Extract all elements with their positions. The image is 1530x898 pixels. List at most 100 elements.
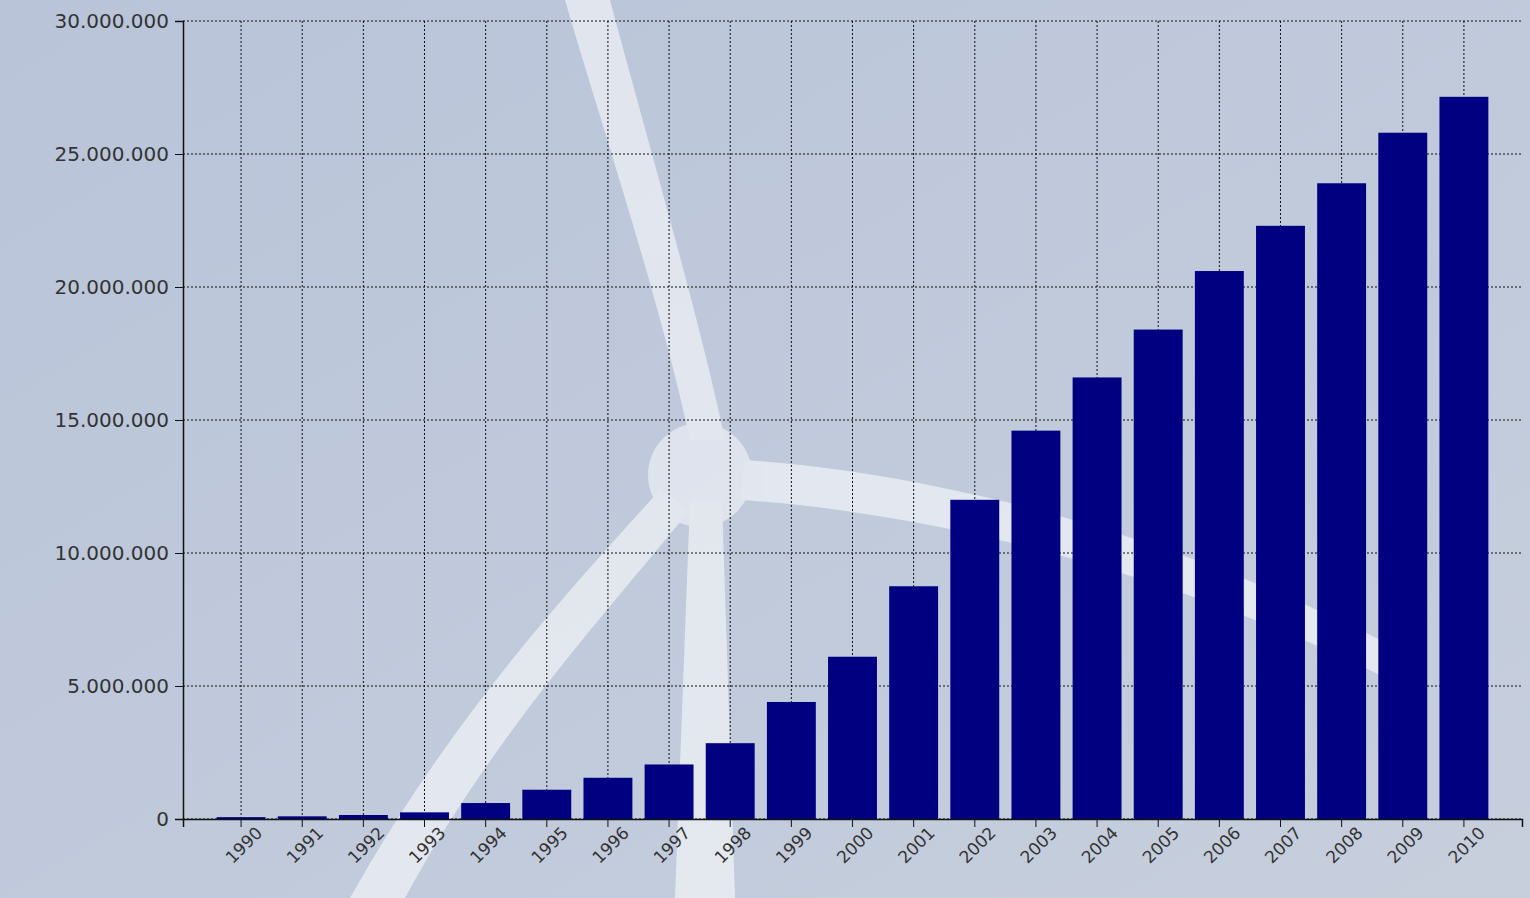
tick-mark	[1097, 819, 1098, 827]
tick: 1990	[221, 819, 266, 867]
tick-label: 1998	[711, 823, 756, 868]
plot: 0 5.000.000 10.000.000 15.000.000 20.000.000…	[54, 9, 1522, 868]
tick-label: 2006	[1200, 823, 1245, 868]
tick-mark	[241, 819, 242, 827]
tick-label: 2000	[833, 823, 878, 868]
axis-line	[175, 22, 184, 820]
bar	[339, 815, 388, 819]
bar	[1317, 183, 1366, 819]
bar	[1378, 133, 1427, 819]
tick-label: 2004	[1077, 823, 1122, 868]
tick-label: 1999	[772, 823, 817, 868]
tick: 2005	[1139, 819, 1184, 867]
tick: 10.000.000	[54, 541, 183, 565]
grid-line	[669, 21, 670, 819]
tick: 2003	[1016, 819, 1061, 867]
tick-mark	[485, 819, 486, 827]
tick-mark	[913, 819, 914, 827]
tick-label: 1996	[588, 823, 633, 868]
bar	[400, 812, 449, 819]
x-axis: 1990 1991 1992 1993 1994 1995 1996 1997 1998 1999…	[184, 819, 1523, 867]
tick: 1997	[649, 819, 694, 867]
tick-mark	[363, 819, 364, 827]
tick-label: 2010	[1444, 823, 1489, 868]
tick-label: 2005	[1139, 823, 1184, 868]
tick-label: 1993	[405, 823, 450, 868]
tick: 15.000.000	[54, 408, 183, 432]
tick: 2007	[1261, 819, 1306, 867]
tick: 1998	[711, 819, 756, 867]
background	[0, 0, 1530, 898]
tick-mark	[1035, 819, 1036, 827]
tick-label: 5.000.000	[67, 674, 169, 698]
tick: 1992	[344, 819, 389, 867]
turbine-decoration	[350, 0, 1400, 898]
tick-mark	[424, 819, 425, 827]
tick-label: 2003	[1016, 823, 1061, 868]
turbine-hub	[648, 423, 752, 527]
tick: 2010	[1444, 819, 1489, 867]
bar	[889, 586, 938, 819]
tick: 2009	[1383, 819, 1428, 867]
bar	[278, 816, 327, 819]
grid	[183, 21, 1522, 819]
tick-label: 2001	[894, 823, 939, 868]
bar	[828, 657, 877, 819]
tick-mark	[974, 819, 975, 827]
tick-label: 1991	[283, 823, 328, 868]
tick-mark	[546, 819, 547, 827]
turbine-blade	[565, 0, 725, 440]
tick-label: 1994	[466, 823, 511, 868]
tick-mark	[175, 686, 183, 687]
tick: 2006	[1200, 819, 1245, 867]
tick: 1996	[588, 819, 633, 867]
tick-label: 20.000.000	[54, 275, 169, 299]
tick-mark	[1158, 819, 1159, 827]
tick: 0	[156, 807, 183, 831]
bars	[217, 97, 1489, 819]
tick: 1994	[466, 819, 511, 867]
tick-mark	[175, 154, 183, 155]
bar	[217, 817, 266, 819]
tick-mark	[1280, 819, 1281, 827]
tick: 1995	[527, 819, 572, 867]
tick-label: 2008	[1322, 823, 1367, 868]
tick-mark	[1219, 819, 1220, 827]
tick: 2000	[833, 819, 878, 867]
grid-line	[791, 21, 792, 819]
bar	[645, 764, 694, 819]
bar	[1134, 330, 1183, 819]
grid-line	[302, 21, 303, 819]
tick-label: 1992	[344, 823, 389, 868]
tick-label: 10.000.000	[54, 541, 169, 565]
tick: 1993	[405, 819, 450, 867]
grid-line	[607, 21, 608, 819]
tick-mark	[175, 21, 183, 22]
tick-label: 2002	[955, 823, 1000, 868]
tick-mark	[302, 819, 303, 827]
tick-mark	[175, 420, 183, 421]
tick: 2008	[1322, 819, 1367, 867]
tick: 2004	[1077, 819, 1122, 867]
bar	[583, 778, 632, 819]
bar	[1195, 271, 1244, 819]
tick-mark	[1463, 819, 1464, 827]
tick-mark	[1402, 819, 1403, 827]
tick: 2002	[955, 819, 1000, 867]
tick-mark	[730, 819, 731, 827]
tick-label: 25.000.000	[54, 142, 169, 166]
tick-label: 15.000.000	[54, 408, 169, 432]
bar	[1256, 226, 1305, 819]
bar	[1011, 431, 1060, 819]
tick-mark	[607, 819, 608, 827]
tick: 25.000.000	[54, 142, 183, 166]
tick-label: 1995	[527, 823, 572, 868]
tick-mark	[852, 819, 853, 827]
chart: 0 5.000.000 10.000.000 15.000.000 20.000.000…	[0, 0, 1530, 898]
grid-line	[485, 21, 486, 819]
grid-line	[241, 21, 242, 819]
bar	[950, 500, 999, 819]
tick-label: 0	[156, 807, 169, 831]
bar	[767, 702, 816, 819]
tick: 1991	[283, 819, 328, 867]
